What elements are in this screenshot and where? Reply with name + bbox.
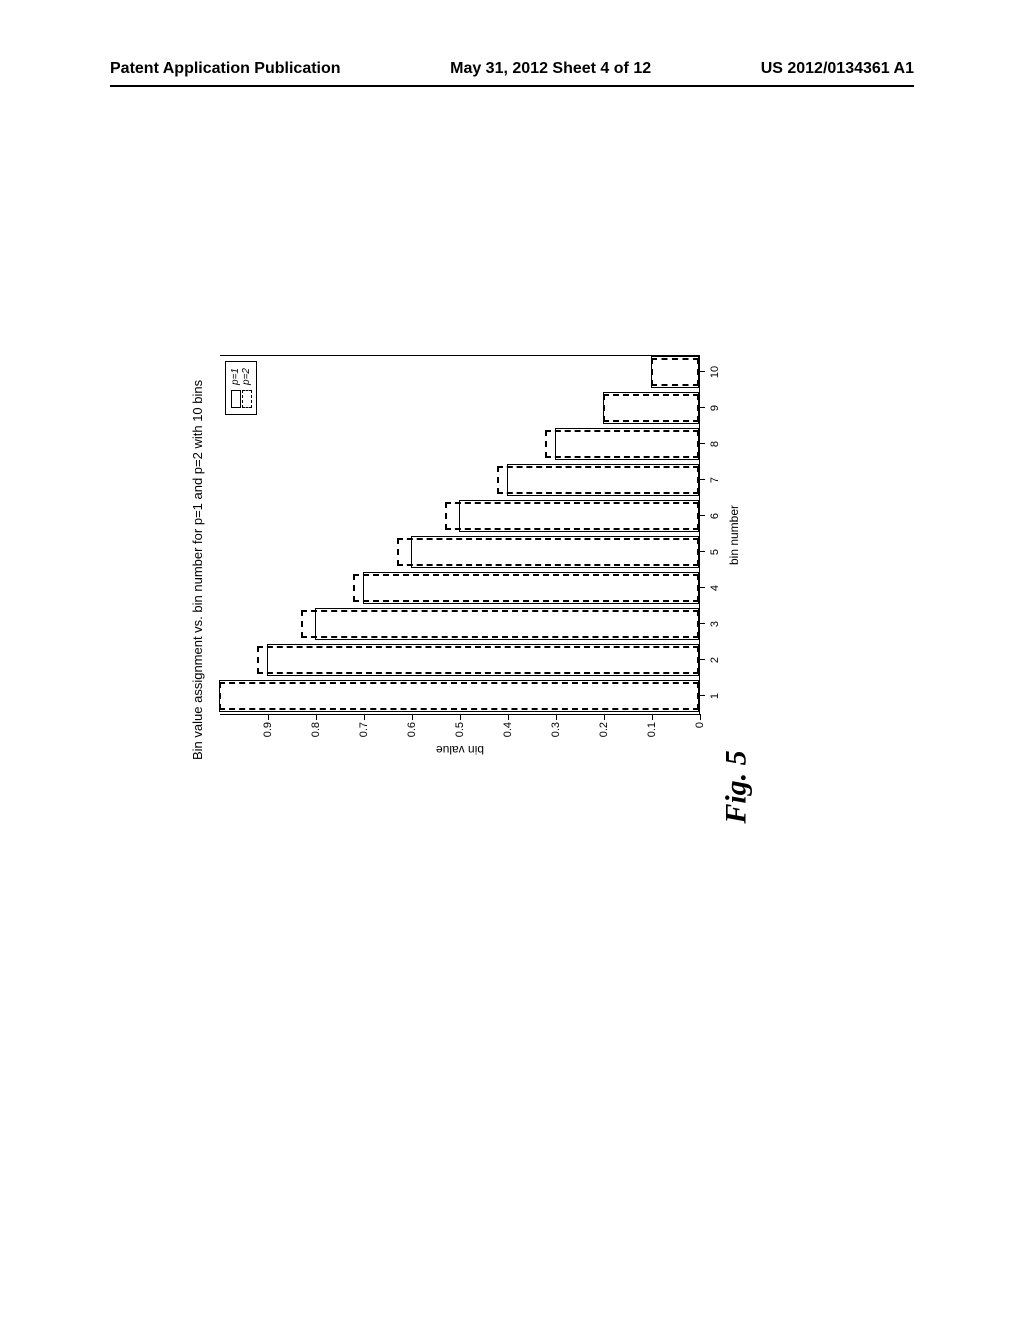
legend-swatch-solid [231,390,241,408]
x-tick-label: 10 [709,366,721,378]
bar-p2 [445,502,699,531]
bar-p2 [651,358,699,387]
y-tick-label: 0.7 [358,722,370,752]
plot-box: bin value bin number 00.10.20.30.40.50.6… [220,355,700,715]
figure-caption: Fig. 5 [720,750,754,823]
legend-row-p1: p=1 [230,368,241,408]
x-axis-title: bin number [727,505,741,565]
header-divider [110,85,914,87]
y-tick-label: 0.8 [310,722,322,752]
x-tick-label: 1 [709,693,721,699]
x-tick-label: 9 [709,405,721,411]
header-center-text: May 31, 2012 Sheet 4 of 12 [450,60,651,78]
bar-p2 [603,394,699,423]
bar-p2 [301,610,699,639]
page-header: Patent Application Publication May 31, 2… [0,60,1024,78]
legend-label-p1: p=1 [230,368,241,385]
y-tick-label: 0.3 [550,722,562,752]
y-tick-label: 0.2 [598,722,610,752]
legend-row-p2: p=2 [241,368,252,408]
x-tick-label: 4 [709,585,721,591]
bar-p2 [257,646,699,675]
x-tick-label: 3 [709,621,721,627]
bar-p2 [545,430,699,459]
x-tick-label: 6 [709,513,721,519]
x-tick-label: 5 [709,549,721,555]
legend-label-p2: p=2 [241,368,252,385]
y-tick-label: 0.6 [406,722,418,752]
chart-container: Bin value assignment vs. bin number for … [220,330,750,760]
y-tick-label: 0.5 [454,722,466,752]
x-tick-label: 2 [709,657,721,663]
bar-p2 [397,538,699,567]
x-tick-label: 7 [709,477,721,483]
bar-p2 [219,682,699,711]
chart-title: Bin value assignment vs. bin number for … [190,330,205,760]
header-right-text: US 2012/0134361 A1 [761,60,914,78]
y-tick-label: 0 [694,722,706,752]
bar-p2 [497,466,699,495]
bar-p2 [353,574,699,603]
y-tick-label: 0.4 [502,722,514,752]
y-tick-label: 0.1 [646,722,658,752]
header-left-text: Patent Application Publication [110,60,341,78]
x-tick-label: 8 [709,441,721,447]
legend: p=1 p=2 [225,361,257,415]
y-tick-label: 0.9 [262,722,274,752]
legend-swatch-dashed [242,390,252,408]
